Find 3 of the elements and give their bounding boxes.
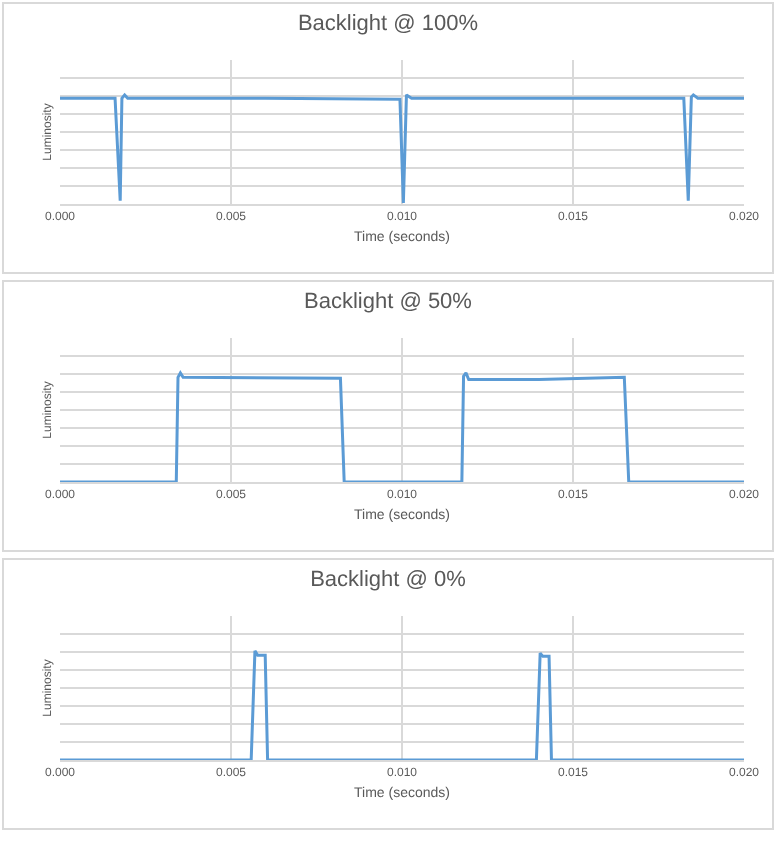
chart-title: Backlight @ 50% (304, 290, 473, 315)
chart-title: Backlight @ 100% (297, 12, 479, 37)
chart-title: Backlight @ 0% (310, 568, 467, 593)
